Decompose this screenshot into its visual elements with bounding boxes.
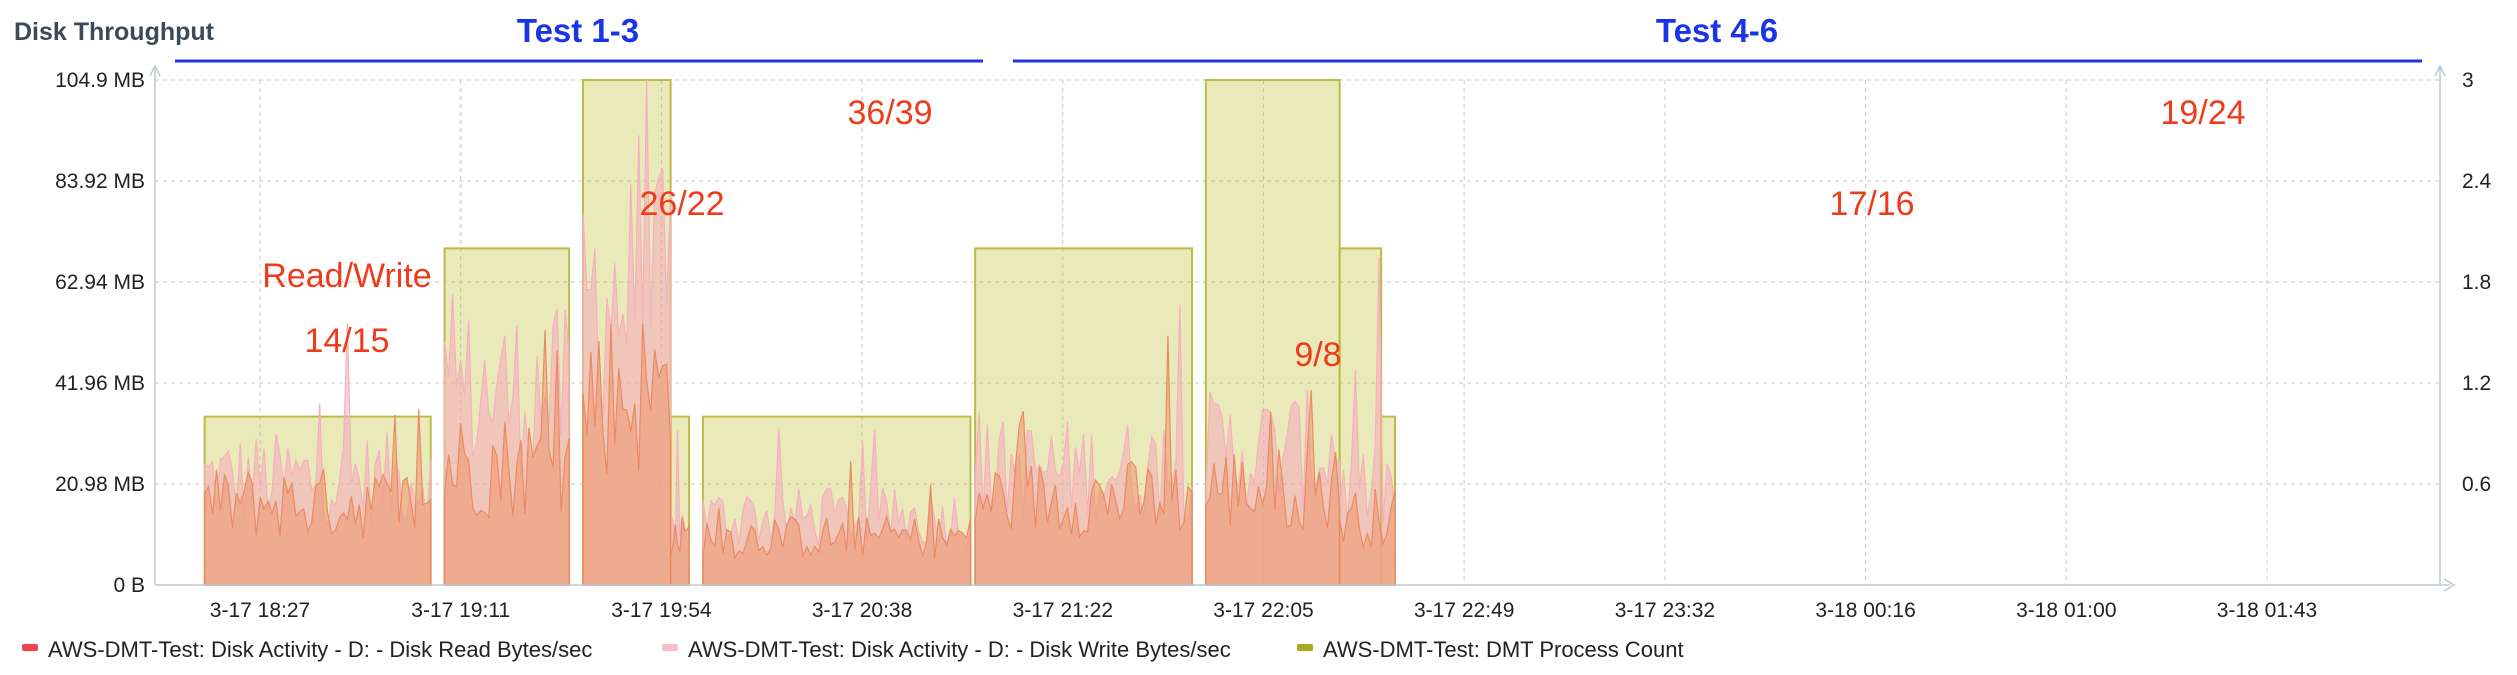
legend: AWS-DMT-Test: Disk Activity - D: - Disk … bbox=[22, 637, 1684, 662]
x-tick-label: 3-17 23:32 bbox=[1615, 599, 1715, 622]
y-right-tick-label: 1.8 bbox=[2462, 271, 2491, 294]
annotation-label: 19/24 bbox=[2160, 94, 2245, 132]
axes bbox=[149, 64, 2456, 592]
y-left-tick-label: 83.92 MB bbox=[55, 170, 145, 193]
x-tick-label: 3-17 18:27 bbox=[210, 599, 310, 622]
annotation-label: 14/15 bbox=[304, 322, 389, 360]
grid bbox=[155, 79, 2440, 585]
annotation-label: 26/22 bbox=[639, 185, 724, 223]
annotations: Read/Write 14/15 26/22 36/39 9/8 17/16 19/24 bbox=[262, 94, 2245, 374]
legend-label: AWS-DMT-Test: Disk Activity - D: - Disk … bbox=[688, 637, 1231, 662]
y-right-tick-label: 2.4 bbox=[2462, 170, 2492, 193]
y-left-tick-label: 41.96 MB bbox=[55, 372, 145, 395]
legend-swatch bbox=[22, 644, 38, 651]
annotation-label: 36/39 bbox=[847, 94, 932, 132]
x-ticks: 3-17 18:27 3-17 19:11 3-17 19:54 3-17 20:38… bbox=[210, 599, 2317, 622]
x-arrow bbox=[2443, 578, 2456, 592]
y-right-tick-label: 3 bbox=[2462, 69, 2474, 92]
x-tick-label: 3-17 19:54 bbox=[611, 599, 712, 622]
y-right-arrow bbox=[2434, 64, 2446, 77]
disk-read-area bbox=[203, 409, 432, 586]
x-tick-label: 3-18 01:43 bbox=[2217, 599, 2317, 622]
group-title-1: Test 1-3 bbox=[517, 12, 639, 49]
y-left-ticks: 0 B 20.98 MB 41.96 MB 62.94 MB 83.92 MB 104.9… bbox=[55, 69, 145, 597]
legend-swatch bbox=[662, 644, 678, 651]
disk-read-area bbox=[702, 461, 972, 586]
annotation-label: Read/Write bbox=[262, 257, 431, 295]
annotation-label: 17/16 bbox=[1829, 185, 1914, 223]
y-left-tick-label: 0 B bbox=[113, 574, 145, 597]
x-tick-label: 3-18 01:00 bbox=[2016, 599, 2116, 622]
x-tick-label: 3-17 19:11 bbox=[411, 599, 510, 622]
x-tick-label: 3-17 21:22 bbox=[1013, 599, 1113, 622]
y-left-tick-label: 62.94 MB bbox=[55, 271, 145, 294]
x-tick-label: 3-17 22:05 bbox=[1213, 599, 1313, 622]
y-right-tick-label: 0.6 bbox=[2462, 473, 2491, 496]
legend-swatch bbox=[1297, 644, 1313, 651]
x-tick-label: 3-17 22:49 bbox=[1414, 599, 1514, 622]
annotation-label: 9/8 bbox=[1294, 336, 1341, 374]
y-left-tick-label: 104.9 MB bbox=[55, 69, 145, 92]
disk-read-area bbox=[443, 330, 570, 586]
legend-label: AWS-DMT-Test: Disk Activity - D: - Disk … bbox=[48, 637, 592, 662]
y-left-arrow bbox=[149, 64, 161, 77]
disk-read-area bbox=[974, 335, 1193, 586]
legend-label: AWS-DMT-Test: DMT Process Count bbox=[1323, 637, 1684, 662]
y-right-tick-label: 1.2 bbox=[2462, 372, 2491, 395]
disk-read-areas bbox=[203, 323, 1396, 586]
group-headers: Test 1-3 Test 4-6 bbox=[175, 12, 2422, 63]
disk-read-area bbox=[582, 323, 672, 586]
x-tick-label: 3-18 00:16 bbox=[1815, 599, 1915, 622]
y-left-tick-label: 20.98 MB bbox=[55, 473, 145, 496]
y-right-ticks: 0.6 1.2 1.8 2.4 3 bbox=[2462, 69, 2492, 496]
x-tick-label: 3-17 20:38 bbox=[812, 599, 912, 622]
chart-title: Disk Throughput bbox=[14, 18, 215, 46]
group-title-2: Test 4-6 bbox=[1656, 12, 1778, 49]
disk-read-area bbox=[669, 516, 690, 586]
disk-read-area bbox=[1339, 489, 1396, 586]
disk-read-area bbox=[1205, 390, 1341, 586]
